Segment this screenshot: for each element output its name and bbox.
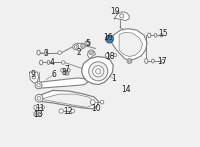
Ellipse shape [152, 59, 154, 63]
Circle shape [71, 109, 75, 113]
Text: 9: 9 [31, 70, 36, 80]
Text: 10: 10 [91, 104, 100, 113]
Circle shape [37, 83, 40, 87]
Text: 4: 4 [50, 58, 55, 67]
Circle shape [90, 100, 95, 105]
Circle shape [67, 69, 70, 72]
Circle shape [160, 34, 163, 37]
Circle shape [61, 61, 65, 64]
Polygon shape [29, 72, 39, 83]
Text: 14: 14 [122, 85, 131, 94]
Ellipse shape [37, 50, 40, 55]
Text: 12: 12 [64, 107, 73, 116]
Text: 6: 6 [52, 70, 57, 79]
Circle shape [35, 82, 42, 89]
Circle shape [107, 37, 112, 41]
Circle shape [82, 45, 84, 47]
Polygon shape [74, 43, 84, 51]
Text: 19: 19 [110, 7, 120, 16]
Polygon shape [38, 90, 99, 109]
Ellipse shape [154, 34, 157, 37]
Circle shape [89, 62, 108, 81]
Polygon shape [114, 12, 129, 21]
Polygon shape [38, 78, 88, 88]
Polygon shape [42, 94, 94, 107]
Text: 5: 5 [85, 39, 90, 48]
Circle shape [58, 51, 61, 54]
Circle shape [81, 44, 85, 48]
Circle shape [127, 59, 132, 63]
Circle shape [32, 75, 36, 79]
Circle shape [120, 14, 124, 18]
Text: 2: 2 [76, 48, 81, 57]
Text: 18: 18 [105, 52, 114, 61]
Circle shape [93, 66, 104, 77]
Circle shape [37, 96, 41, 100]
Circle shape [35, 94, 43, 102]
Circle shape [106, 35, 113, 43]
Circle shape [105, 53, 109, 57]
Circle shape [61, 69, 64, 72]
Text: 1: 1 [112, 74, 116, 83]
Circle shape [73, 44, 79, 50]
Circle shape [161, 59, 165, 63]
Ellipse shape [34, 105, 37, 109]
Ellipse shape [148, 33, 151, 37]
Text: 15: 15 [158, 29, 168, 38]
Ellipse shape [145, 59, 148, 63]
Polygon shape [110, 29, 147, 60]
Circle shape [41, 106, 44, 109]
Circle shape [128, 60, 131, 62]
Text: 16: 16 [103, 33, 113, 42]
Circle shape [74, 45, 77, 48]
Circle shape [59, 109, 63, 113]
Text: 3: 3 [43, 49, 48, 58]
Circle shape [96, 69, 101, 74]
Text: 11: 11 [35, 104, 44, 113]
Circle shape [89, 50, 94, 55]
Circle shape [100, 100, 104, 104]
Polygon shape [119, 32, 143, 57]
Circle shape [85, 41, 90, 46]
Text: 13: 13 [33, 110, 43, 119]
Ellipse shape [44, 51, 47, 55]
Text: 17: 17 [157, 56, 167, 66]
Circle shape [65, 71, 69, 75]
Ellipse shape [40, 60, 43, 65]
Circle shape [90, 51, 92, 53]
Circle shape [35, 113, 38, 115]
Circle shape [66, 72, 68, 74]
Polygon shape [82, 57, 113, 85]
Circle shape [38, 112, 42, 116]
Circle shape [86, 42, 89, 45]
Text: 7: 7 [64, 65, 69, 74]
Circle shape [34, 111, 39, 117]
Polygon shape [88, 50, 96, 59]
Circle shape [114, 54, 117, 57]
Text: 8: 8 [62, 67, 66, 77]
Ellipse shape [47, 61, 50, 64]
